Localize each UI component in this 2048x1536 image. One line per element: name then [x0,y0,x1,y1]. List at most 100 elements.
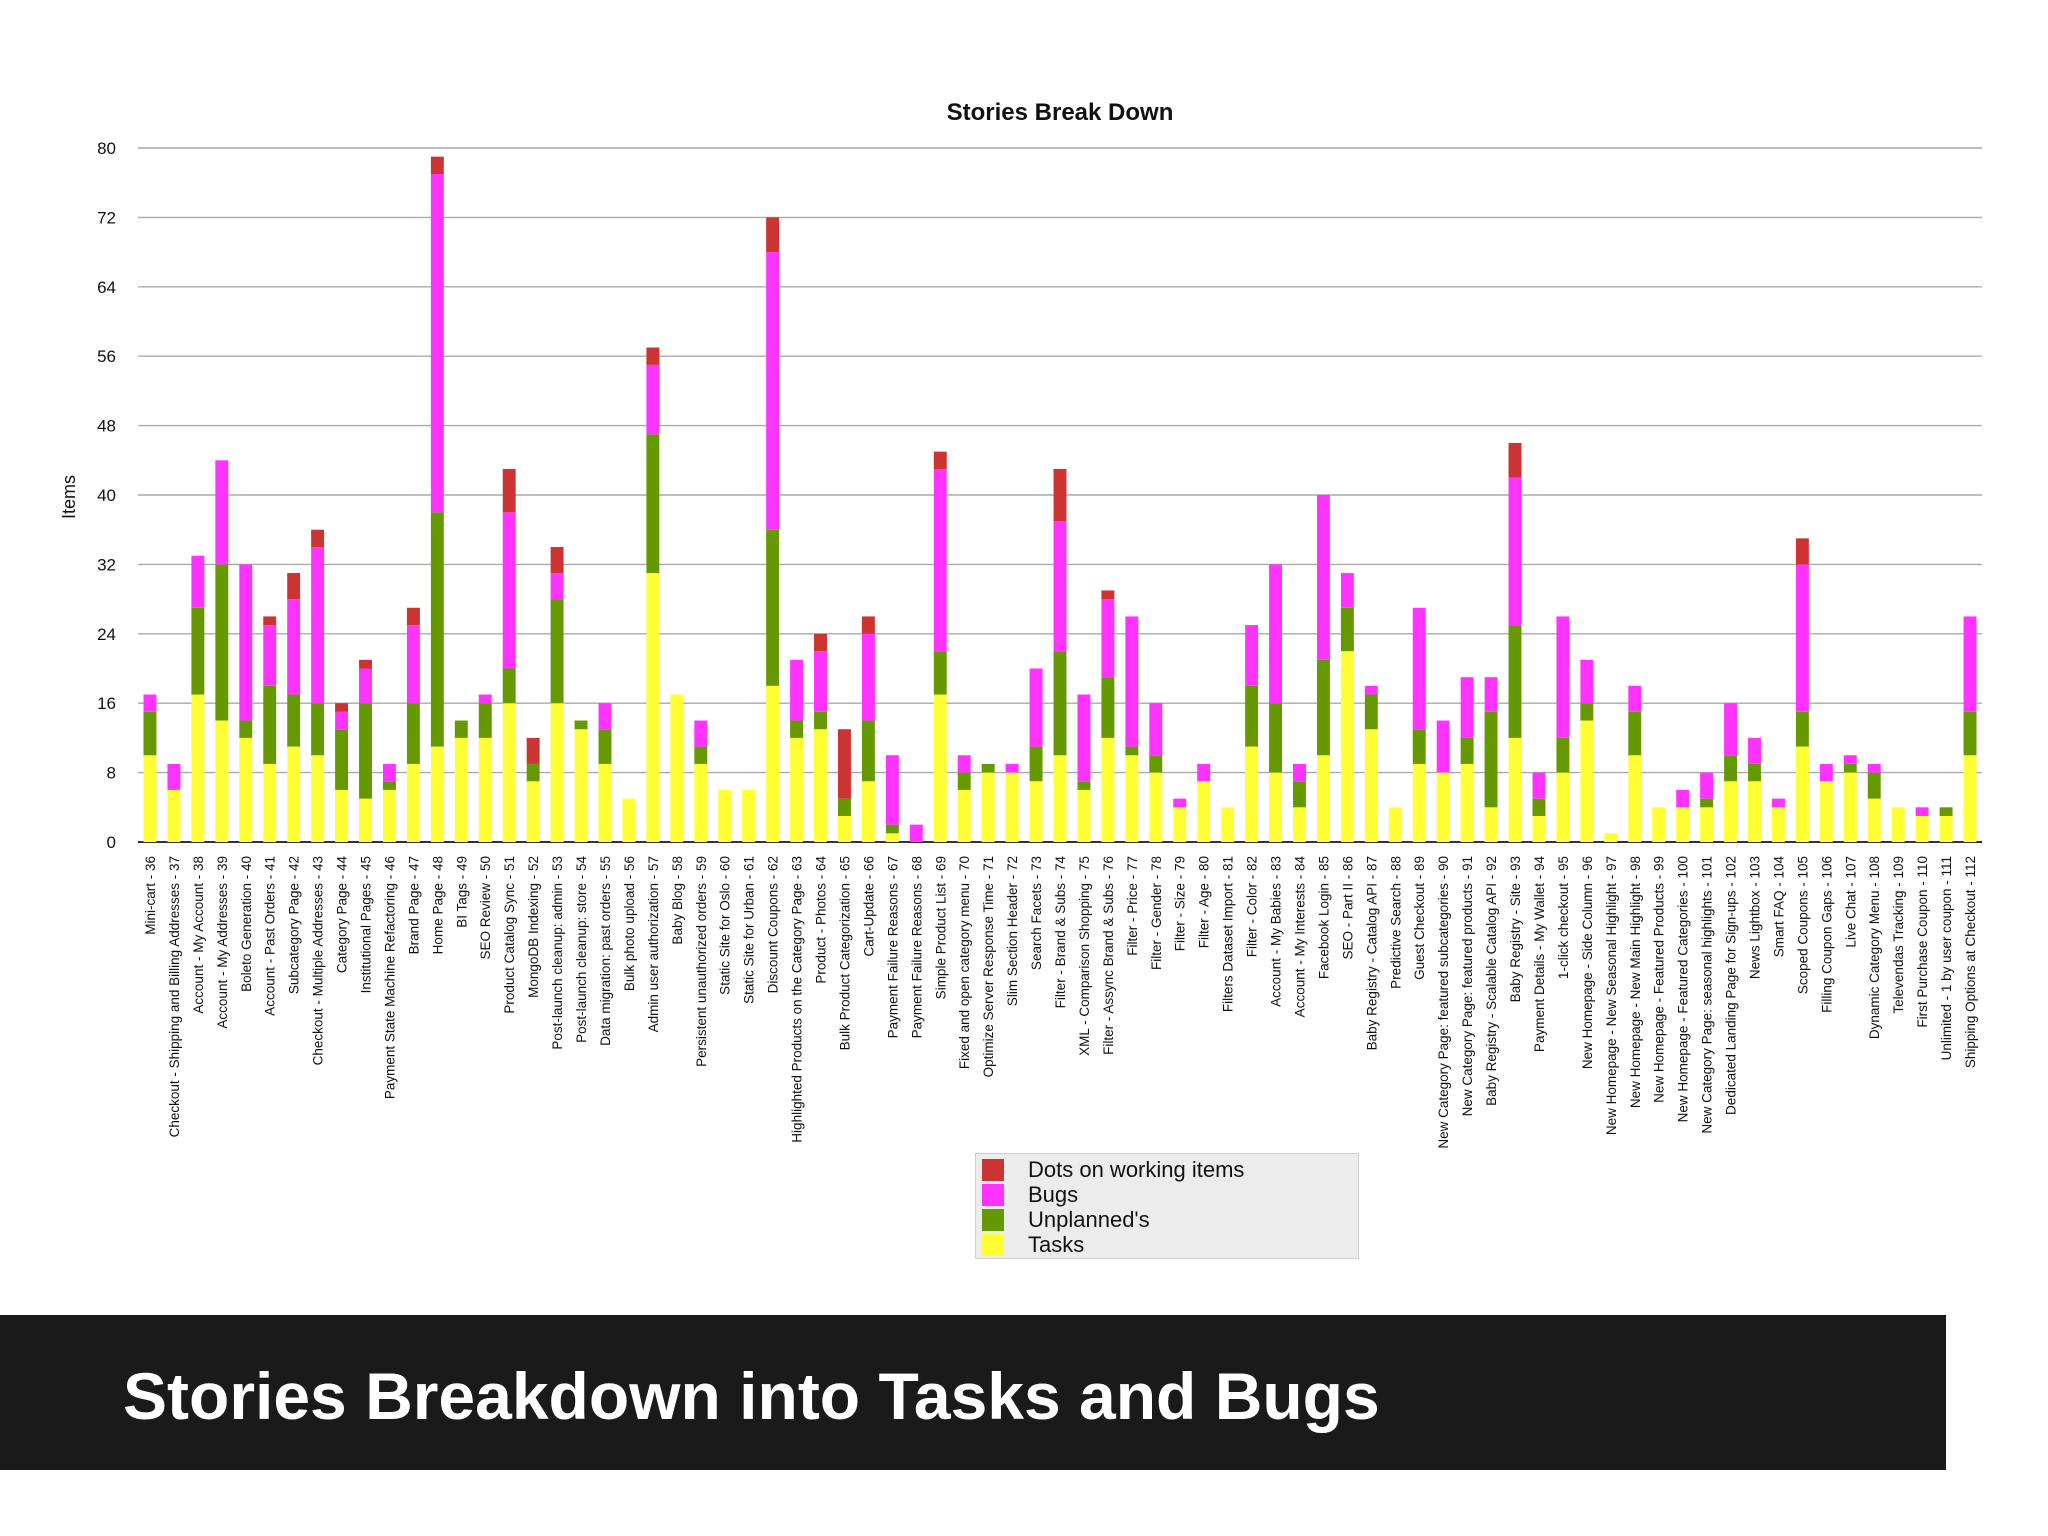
y-tick-label: 8 [107,764,116,783]
x-tick-label: Brand Page - 47 [406,856,421,954]
bar-segment-unplanned [1628,711,1642,756]
x-tick-label: Baby Registry - Catalog API - 87 [1364,856,1379,1050]
y-tick-label: 72 [97,208,116,227]
bar-segment-tasks [502,703,516,842]
bar-segment-bugs [646,364,660,435]
x-tick-label: Filter - Assync Brand & Subs - 76 [1101,856,1116,1055]
x-tick-label: Scoped Coupons - 105 [1795,856,1810,994]
bar-segment-tasks [933,694,947,842]
bar-segment-tasks [1245,746,1259,842]
bar-segment-unplanned [1149,755,1163,773]
x-tick-label: Slim Section Header - 72 [1005,856,1020,1006]
bar-segment-bugs [790,659,804,721]
y-tick-label: 24 [97,625,116,644]
bar-segment-unplanned [382,781,396,790]
bar-segment-bugs [1556,616,1570,738]
bar-segment-bugs [191,555,205,608]
chart-legend: Dots on working items Bugs Unplanned's T… [975,1153,1359,1259]
bar-segment-unplanned [885,824,899,834]
x-tick-label: Bulk photo upload - 56 [622,856,637,991]
legend-label-bugs: Bugs [1028,1181,1079,1207]
bar-segment-unplanned [335,729,349,790]
bar-segment-unplanned [1700,798,1714,808]
bar-segment-bugs [1005,763,1019,773]
bar-segment-unplanned [550,599,564,704]
bar-segment-bugs [598,703,612,730]
bar-segment-bugs [861,633,875,721]
bar-segment-unplanned [1029,746,1043,782]
x-tick-label: Payment State Machine Refactoring - 46 [382,856,397,1099]
bar-segment-dots [526,737,540,764]
legend-item-dots: Dots on working items [982,1157,1358,1182]
x-tick-label: Discount Coupons - 62 [766,856,781,993]
x-tick-label: SEO Review - 50 [478,856,493,960]
legend-swatch-bugs [982,1183,1004,1206]
legend-label-tasks: Tasks [1028,1231,1085,1257]
bar-segment-unplanned [1532,798,1546,816]
bar-segment-unplanned [574,720,588,730]
bar-segment-bugs [1532,772,1546,799]
bar-segment-unplanned [1412,729,1426,764]
bar-segment-tasks [406,763,420,842]
x-tick-label: Live Chat - 107 [1843,856,1858,948]
x-tick-label: Filter - Price - 77 [1125,856,1140,956]
bar-segment-tasks [359,798,372,842]
bar-segment-tasks [1269,772,1282,842]
x-tick-label: Post-launch cleanup: admin - 53 [550,856,565,1050]
bar-segment-dots [1053,468,1067,522]
bar-segment-dots [502,468,516,513]
x-tick-label: Boleto Generation - 40 [239,856,254,992]
bar-segment-unplanned [598,729,612,764]
bar-segment-tasks [670,694,684,842]
bar-segment-tasks [1173,807,1187,842]
x-tick-label: Subcategory Page - 42 [287,856,302,994]
x-tick-label: Filter - Age - 80 [1197,856,1212,948]
bar-segment-unplanned [1460,737,1474,764]
x-tick-label: New Homepage - Featured Products - 99 [1652,856,1667,1103]
x-tick-label: Product - Photos - 64 [814,856,829,984]
bar-segment-bugs [1700,772,1714,799]
bar-segment-unplanned [1364,694,1378,730]
bar-segment-tasks [1676,807,1690,842]
bar-segment-tasks [143,755,157,842]
bar-segment-unplanned [191,607,205,695]
x-tick-label: Facebook Login - 85 [1316,856,1331,979]
bar-segment-tasks [263,763,277,842]
x-tick-label: Filter - Size - 79 [1173,856,1188,951]
bar-segment-bugs [1676,789,1690,808]
x-tick-label: Filter - Brand & Subs - 74 [1053,856,1068,1009]
bar-segment-unplanned [1843,763,1857,773]
bar-segment-tasks [1628,755,1642,842]
bar-segment-bugs [814,651,827,712]
bar-segment-tasks [382,789,396,842]
x-tick-label: Baby Registry - Scalable Catalog API - 9… [1484,856,1499,1106]
bar-segment-bugs [478,694,492,704]
bar-segment-unplanned [957,772,971,790]
bar-segment-tasks [718,789,732,842]
bar-segment-unplanned [1748,763,1761,782]
x-tick-label: Persistent unauthorized orders - 59 [694,856,709,1067]
bar-segment-dots [335,703,349,712]
bar-segment-unplanned [814,711,827,730]
bar-segment-bugs [430,174,444,513]
bar-segment-tasks [1795,746,1809,842]
x-tick-label: Highlighted Products on the Category Pag… [790,856,805,1143]
bar-segment-bugs [766,252,780,530]
bar-segment-tasks [1077,789,1091,842]
bar-segment-tasks [1005,772,1019,842]
bar-segment-bugs [1125,616,1139,747]
bar-segment-dots [766,217,780,253]
bar-segment-tasks [1748,781,1761,842]
x-tick-label: Admin user authorization - 57 [646,856,661,1032]
bar-segment-dots [933,451,947,469]
bar-segment-bugs [1293,763,1306,782]
bar-segment-dots [1795,538,1809,565]
bar-segment-bugs [909,824,923,842]
bar-segment-tasks [430,746,444,842]
x-tick-label: BI Tags - 49 [454,856,469,928]
bar-segment-unplanned [1053,651,1067,756]
bar-segment-tasks [526,781,540,842]
bar-segment-bugs [1077,694,1091,782]
bar-segment-unplanned [1580,703,1594,721]
